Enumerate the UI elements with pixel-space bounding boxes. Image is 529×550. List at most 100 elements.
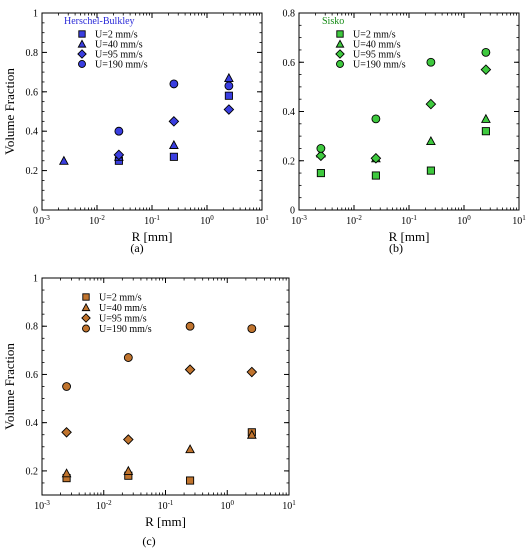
panel-caption: (c): [142, 534, 155, 548]
x-tick-exponent: 1: [292, 499, 296, 507]
y-tick-label: 0.6: [26, 87, 39, 98]
data-point: [123, 465, 134, 475]
chart-title: Sisko: [322, 16, 344, 27]
x-tick-exponent: -3: [301, 214, 307, 222]
x-tick-base: 10: [221, 501, 231, 512]
legend-label: U=190 mm/s: [95, 60, 148, 71]
x-tick-label: 100: [221, 499, 235, 512]
data-point: [224, 91, 233, 100]
x-tick-label: 10-1: [144, 214, 160, 227]
x-tick-base: 10: [291, 216, 301, 227]
data-point: [481, 47, 491, 57]
data-point: [168, 116, 180, 127]
data-point: [425, 98, 437, 110]
x-tick-label: 101: [282, 499, 296, 512]
x-tick-base: 10: [512, 216, 522, 227]
panel-caption: (a): [130, 241, 143, 255]
data-point: [113, 149, 125, 161]
data-point: [316, 144, 326, 153]
data-point: [185, 444, 195, 454]
y-axis-label: Volume Fraction: [2, 343, 17, 430]
x-tick-label: 10-3: [34, 499, 50, 512]
data-point: [480, 64, 492, 75]
legend-label: U=95 mm/s: [353, 50, 401, 61]
legend: U=2 mm/sU=40 mm/sU=95 mm/sU=190 mm/s: [77, 30, 148, 71]
data-point: [169, 79, 179, 89]
y-tick-label: 0.6: [26, 370, 39, 381]
x-tick-label: 10-3: [34, 214, 50, 227]
y-tick-label: 0.4: [26, 127, 39, 138]
y-axis-label: Volume Fraction: [2, 68, 17, 155]
y-tick-label: 0: [33, 206, 38, 217]
data-point: [426, 166, 435, 175]
x-tick-exponent: -3: [44, 499, 50, 507]
x-tick-label: 10-3: [291, 214, 307, 227]
x-tick-exponent: 1: [265, 214, 269, 222]
y-tick-label: 0.8: [26, 48, 39, 59]
x-tick-label: 100: [457, 214, 471, 227]
data-point: [123, 434, 134, 445]
x-tick-base: 10: [34, 501, 44, 512]
data-point: [246, 366, 258, 378]
x-tick-label: 10-2: [96, 499, 112, 512]
legend-label: U=95 mm/s: [95, 50, 143, 61]
y-tick-label: 0.8: [283, 9, 296, 20]
data-point: [370, 152, 382, 164]
x-tick-base: 10: [144, 216, 154, 227]
x-tick-label: 10-1: [158, 499, 174, 512]
x-tick-exponent: -2: [106, 499, 112, 507]
y-tick-label: 0.2: [26, 466, 39, 477]
x-tick-label: 10-2: [346, 214, 362, 227]
data-point: [223, 104, 235, 115]
y-tick-label: 0.8: [26, 322, 39, 333]
x-tick-base: 10: [346, 216, 356, 227]
x-tick-base: 10: [255, 216, 265, 227]
plot-area-frame: [41, 277, 290, 496]
x-tick-exponent: -1: [168, 499, 174, 507]
x-tick-exponent: -3: [44, 214, 50, 222]
x-tick-label: 101: [512, 214, 526, 227]
x-tick-label: 101: [255, 214, 269, 227]
x-tick-exponent: -1: [154, 214, 160, 222]
y-tick-label: 0: [290, 206, 295, 217]
y-tick-label: 1: [33, 9, 38, 20]
legend-marker: [335, 49, 345, 59]
legend-label: U=40 mm/s: [95, 40, 143, 51]
y-tick-label: 0.4: [26, 418, 39, 429]
x-tick-label: 10-1: [401, 214, 417, 227]
legend-label: U=190 mm/s: [353, 60, 406, 71]
legend-marker: [82, 324, 90, 333]
plot-area-frame: [298, 12, 520, 211]
data-point: [426, 57, 436, 67]
x-tick-exponent: 1: [522, 214, 526, 222]
y-tick-label: 0.6: [283, 58, 296, 69]
x-tick-base: 10: [89, 216, 99, 227]
x-axis-label: R [mm]: [132, 229, 173, 244]
legend-label: U=2 mm/s: [353, 30, 396, 41]
data-point: [480, 113, 491, 123]
legend-label: U=40 mm/s: [353, 40, 401, 51]
x-tick-label: 100: [200, 214, 214, 227]
x-tick-exponent: -1: [411, 214, 417, 222]
legend-marker: [78, 30, 86, 38]
y-tick-label: 0.2: [26, 166, 39, 177]
data-point: [169, 152, 178, 161]
data-point: [371, 171, 380, 180]
legend-marker: [78, 60, 86, 68]
legend-label: U=2 mm/s: [99, 293, 142, 304]
data-point: [123, 353, 133, 362]
y-tick-label: 0.2: [283, 156, 296, 167]
legend-marker: [77, 49, 87, 59]
y-tick-label: 0.4: [283, 107, 296, 118]
legend-label: U=95 mm/s: [99, 314, 147, 325]
data-point: [316, 169, 325, 178]
data-point: [246, 429, 257, 439]
legend-marker: [77, 39, 87, 48]
x-tick-base: 10: [96, 501, 106, 512]
data-point: [168, 139, 179, 149]
legend-label: U=2 mm/s: [95, 30, 138, 41]
x-tick-base: 10: [282, 501, 292, 512]
x-tick-exponent: 0: [467, 214, 471, 222]
